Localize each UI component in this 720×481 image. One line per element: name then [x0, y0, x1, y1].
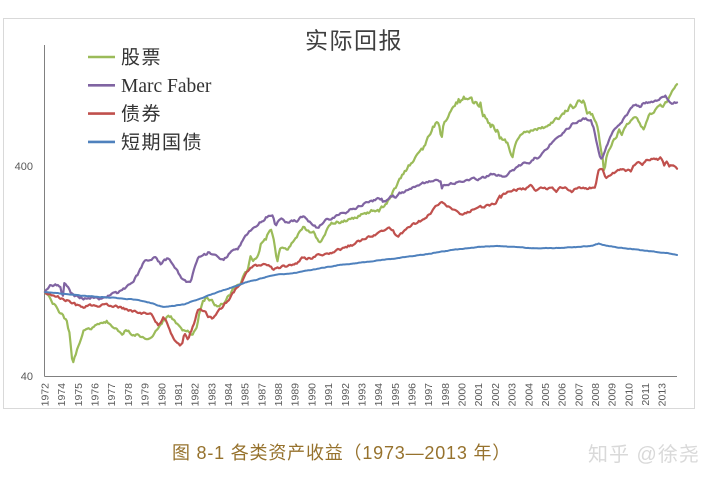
svg-text:1982: 1982 [190, 383, 202, 407]
svg-text:2005: 2005 [540, 383, 552, 407]
svg-text:债券: 债券 [121, 103, 162, 125]
svg-text:1983: 1983 [206, 383, 218, 407]
svg-text:实际回报: 实际回报 [305, 29, 403, 54]
svg-text:1995: 1995 [390, 383, 402, 407]
svg-text:2002: 2002 [490, 383, 502, 407]
svg-text:短期国债: 短期国债 [121, 131, 203, 153]
svg-text:2008: 2008 [590, 383, 602, 407]
svg-text:1974: 1974 [56, 383, 68, 407]
svg-text:1978: 1978 [123, 383, 135, 407]
svg-text:2010: 2010 [623, 383, 635, 407]
svg-text:1979: 1979 [140, 383, 152, 407]
svg-text:2009: 2009 [607, 383, 619, 407]
svg-text:1987: 1987 [256, 383, 268, 407]
svg-text:1991: 1991 [323, 383, 335, 407]
svg-text:2001: 2001 [473, 383, 485, 407]
svg-text:2006: 2006 [557, 383, 569, 407]
svg-text:Marc Faber: Marc Faber [121, 76, 212, 97]
svg-text:1972: 1972 [40, 383, 52, 407]
svg-text:1992: 1992 [340, 383, 352, 407]
svg-text:2003: 2003 [507, 383, 519, 407]
svg-text:1993: 1993 [356, 383, 368, 407]
svg-text:1988: 1988 [273, 383, 285, 407]
svg-text:1980: 1980 [156, 383, 168, 407]
svg-text:1985: 1985 [240, 383, 252, 407]
svg-text:1981: 1981 [173, 383, 185, 407]
svg-text:2007: 2007 [573, 383, 585, 407]
svg-text:2000: 2000 [457, 383, 469, 407]
svg-text:1989: 1989 [290, 383, 302, 407]
svg-text:1984: 1984 [223, 383, 235, 407]
svg-text:1996: 1996 [407, 383, 419, 407]
svg-text:400: 400 [15, 161, 33, 173]
svg-text:1994: 1994 [373, 383, 385, 407]
svg-text:1997: 1997 [423, 383, 435, 407]
svg-text:1975: 1975 [73, 383, 85, 407]
svg-text:股票: 股票 [121, 48, 162, 69]
svg-text:1998: 1998 [440, 383, 452, 407]
svg-text:1990: 1990 [306, 383, 318, 407]
svg-text:1976: 1976 [90, 383, 102, 407]
svg-text:2013: 2013 [657, 383, 669, 407]
svg-text:40: 40 [21, 371, 33, 383]
svg-text:2004: 2004 [523, 383, 535, 407]
svg-text:2011: 2011 [640, 383, 652, 406]
svg-text:1977: 1977 [106, 383, 118, 407]
